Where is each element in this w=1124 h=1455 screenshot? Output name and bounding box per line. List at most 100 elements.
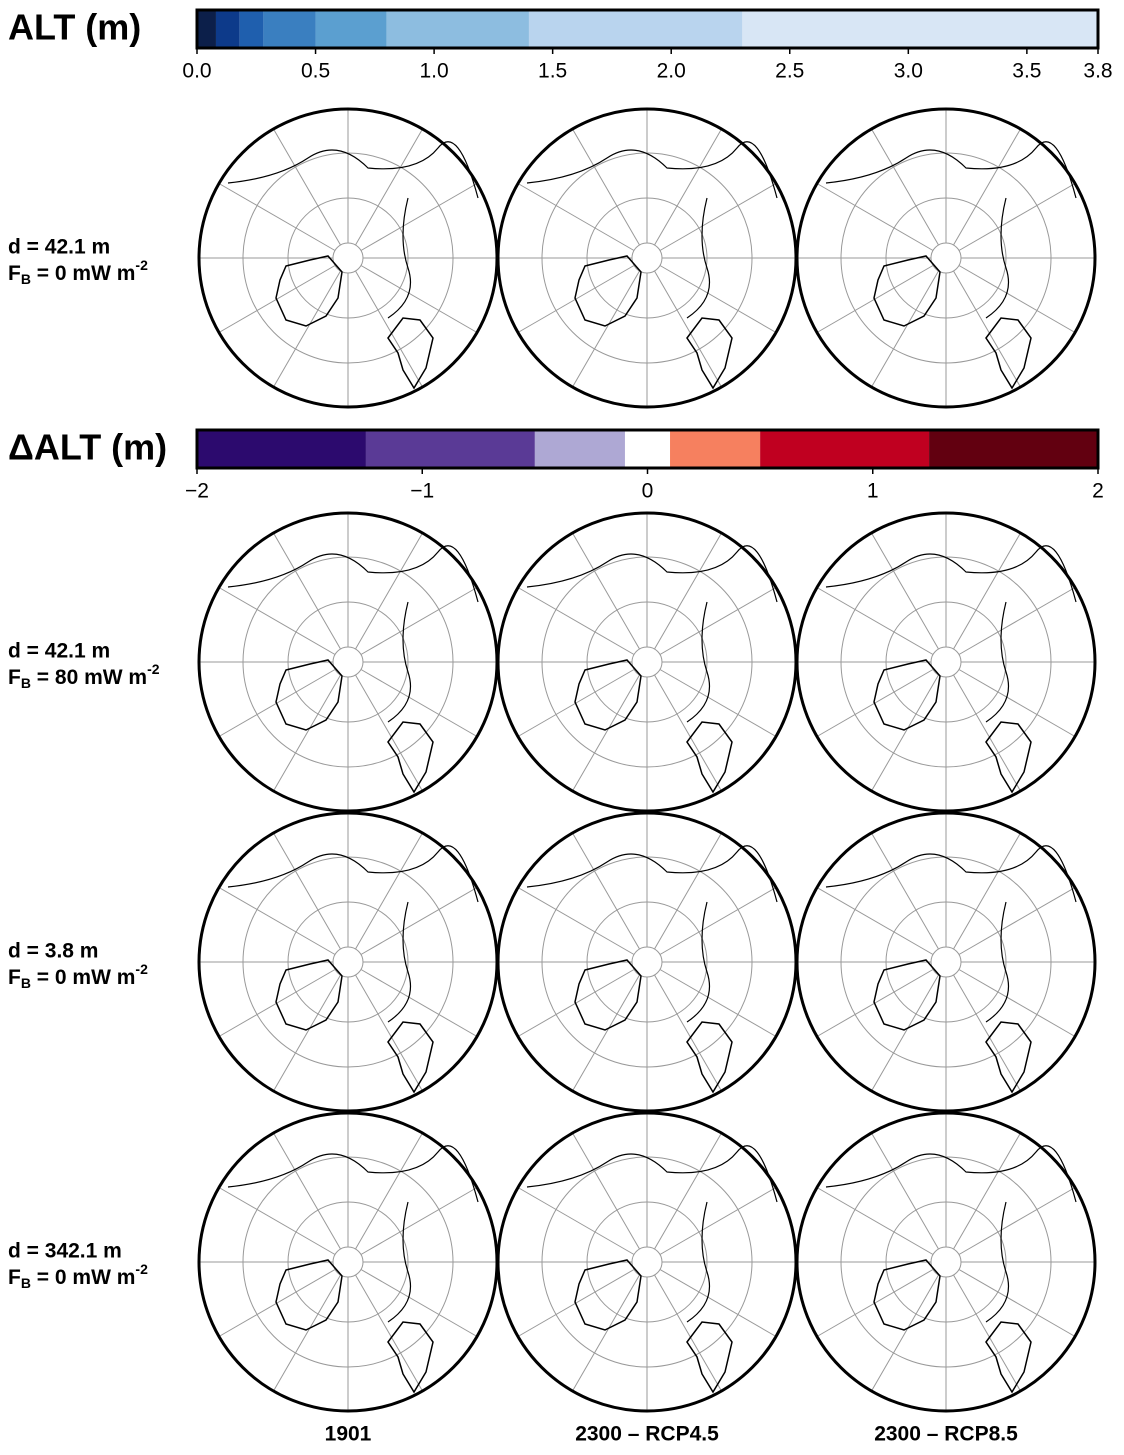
meridian: [355, 270, 423, 388]
meridian: [572, 532, 640, 650]
meridian: [355, 674, 423, 792]
polar-map: [496, 107, 798, 409]
meridian: [659, 587, 777, 655]
meridian: [659, 183, 777, 251]
coastline: [275, 959, 343, 1031]
meridian: [659, 887, 777, 955]
meridian: [273, 674, 341, 792]
meridian: [654, 532, 722, 650]
meridian: [659, 1187, 777, 1255]
meridian: [953, 974, 1021, 1092]
row-label-part: B: [21, 975, 31, 991]
meridian: [958, 669, 1076, 737]
coastline: [985, 1021, 1032, 1094]
colorbar-title: ΔALT (m): [8, 427, 167, 468]
meridian: [871, 1274, 939, 1392]
meridian: [517, 587, 635, 655]
row-label-part: -2: [135, 1261, 148, 1277]
map-frame: [795, 511, 1097, 813]
coastline: [686, 197, 711, 319]
colorbar-title: ALT (m): [8, 7, 141, 48]
polar-map: [197, 107, 499, 409]
polar-map: [795, 1111, 1097, 1413]
coastline: [387, 197, 412, 319]
colorbar-segment: [365, 430, 535, 468]
colorbar-segment: [239, 10, 264, 48]
colorbar-tick-label: 2: [1092, 480, 1104, 503]
coastline: [275, 1259, 343, 1331]
coastline: [985, 1201, 1010, 1323]
colorbar-segment: [197, 430, 366, 468]
row-label-part: B: [21, 271, 31, 287]
coastline: [985, 901, 1010, 1023]
colorbar-tick-label: 2.0: [657, 60, 686, 83]
meridian: [871, 974, 939, 1092]
row-label-part: B: [21, 1275, 31, 1291]
meridian: [517, 1187, 635, 1255]
coastline: [227, 845, 479, 903]
meridian: [273, 1132, 341, 1250]
colorbar-segment: [742, 10, 1098, 48]
meridian: [273, 532, 341, 650]
meridian: [953, 532, 1021, 650]
meridian: [572, 674, 640, 792]
colorbar-segment: [929, 430, 1098, 468]
meridian: [572, 974, 640, 1092]
map-frame: [795, 811, 1097, 1113]
coastline: [574, 659, 642, 731]
meridian: [355, 1274, 423, 1392]
coastline: [686, 1201, 711, 1323]
colorbar-segment: [534, 430, 625, 468]
meridian: [659, 265, 777, 333]
colorbar-segment: [670, 430, 761, 468]
meridian: [871, 128, 939, 246]
coastline: [686, 721, 733, 794]
row-label-part: F: [8, 666, 21, 689]
row-label-part: = 0 mW m: [31, 966, 135, 989]
coastline: [526, 845, 778, 903]
meridian: [360, 587, 478, 655]
meridian: [871, 1132, 939, 1250]
colorbar-tick-label: 3.5: [1012, 60, 1041, 83]
meridian: [659, 1269, 777, 1337]
row-label: FB = 0 mW m-2: [8, 1261, 148, 1291]
row-label-part: F: [8, 262, 21, 285]
colorbar-tick-label: 1: [867, 480, 879, 503]
coastline: [825, 141, 1077, 199]
meridian: [816, 183, 934, 251]
meridian: [355, 974, 423, 1092]
row-label: d = 42.1 m: [8, 236, 110, 259]
colorbar-segment: [315, 10, 387, 48]
meridian: [360, 265, 478, 333]
meridian: [360, 1187, 478, 1255]
coastline: [227, 141, 479, 199]
meridian: [659, 969, 777, 1037]
coastline: [873, 1259, 941, 1331]
colorbar-tick-label: −2: [185, 480, 209, 503]
polar-map: [496, 1111, 798, 1413]
meridian: [360, 887, 478, 955]
coastline: [275, 255, 343, 327]
meridian: [953, 832, 1021, 950]
coastline: [825, 845, 1077, 903]
meridian: [654, 1132, 722, 1250]
meridian: [958, 587, 1076, 655]
coastline: [387, 601, 412, 723]
colorbar-tick-label: 1.0: [420, 60, 449, 83]
meridian: [218, 183, 336, 251]
meridian: [273, 832, 341, 950]
map-frame: [795, 107, 1097, 409]
coastline: [686, 901, 711, 1023]
meridian: [572, 1132, 640, 1250]
meridian: [871, 832, 939, 950]
meridian: [654, 674, 722, 792]
row-label: FB = 0 mW m-2: [8, 257, 148, 287]
row-label-part: = 0 mW m: [31, 1266, 135, 1289]
meridian: [572, 270, 640, 388]
meridian: [958, 265, 1076, 333]
colorbar-tick-label: 2.5: [775, 60, 804, 83]
row-label-part: -2: [147, 661, 160, 677]
meridian: [953, 1132, 1021, 1250]
meridian: [654, 832, 722, 950]
